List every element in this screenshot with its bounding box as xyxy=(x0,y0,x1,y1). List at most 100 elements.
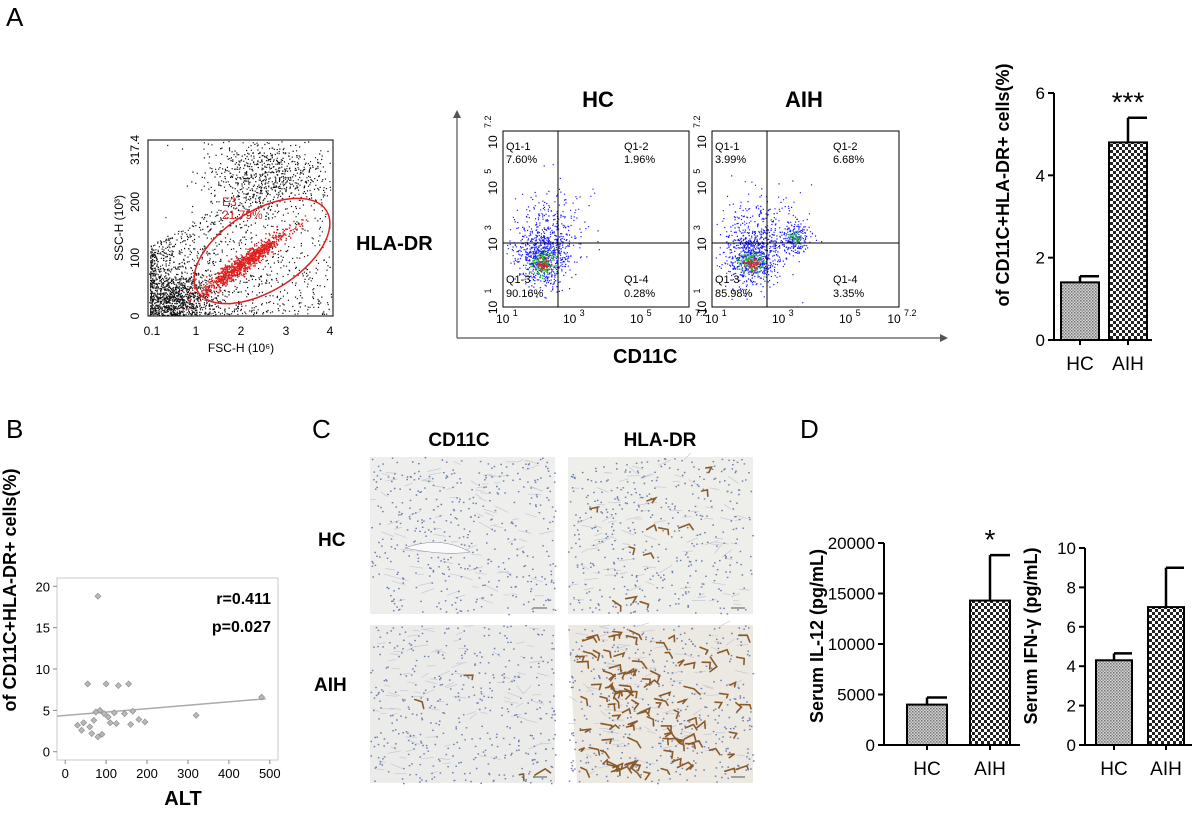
bar-chart-ifng: Serum IFN-γ (pg/mL) 0 2 4 6 8 10 HC AIH xyxy=(1021,539,1192,780)
y-tick-label: 15000 xyxy=(828,585,875,604)
q1-value: 3.99% xyxy=(715,154,746,166)
y-tick-label: 0 xyxy=(866,736,875,755)
x-tick-label: 300 xyxy=(177,766,199,781)
panel-label-a: A xyxy=(6,2,24,32)
flow-y-tick-base: 10 xyxy=(695,300,709,314)
q2-value: 6.68% xyxy=(833,154,864,166)
scatter-point xyxy=(94,733,102,741)
flow-y-tick-exp: 1 xyxy=(692,288,702,293)
vessel-lumen xyxy=(403,542,471,554)
gate-plot: E3 21.79% 0 100 200 317.4 0.1 1 2 3 4 SS… xyxy=(112,135,334,355)
flow-x-tick-exp: 5 xyxy=(647,308,652,318)
scatter-marks: 0 100 200 300 400 500 0 5 10 15 20 xyxy=(36,579,281,781)
flow-dots xyxy=(506,164,600,299)
scatter-point xyxy=(141,718,149,726)
scatter-point xyxy=(106,719,114,727)
y-tick-label: 0 xyxy=(1036,331,1045,350)
flow-plot-aih: AIH Q1-1 3.99% Q1-2 6.68% Q1-3 85.98% Q1… xyxy=(711,87,900,308)
flow-y-tick-exp: 1 xyxy=(483,288,493,293)
ihc-panel: CD11C HLA-DR HC AIH xyxy=(314,430,755,785)
flow-x-tick-exp: 7.2 xyxy=(904,308,917,318)
q4-name: Q1-4 xyxy=(624,274,648,286)
flow-y-tick-base: 10 xyxy=(695,135,709,149)
y-tick-label: 10000 xyxy=(828,635,875,654)
y-tick-label: 4 xyxy=(1067,657,1076,676)
scatter-point xyxy=(258,693,266,701)
scatter-point xyxy=(100,710,108,718)
ihc-col-header: HLA-DR xyxy=(624,430,697,451)
q4-value: 3.35% xyxy=(833,288,864,300)
ihc-positive-stain xyxy=(589,466,713,612)
x-tick-label: AIH xyxy=(1150,759,1182,780)
scatter-point xyxy=(192,711,200,719)
bar-chart-il12: Serum IL-12 (pg/mL) 0 5000 10000 15000 20000… xyxy=(807,524,1020,780)
q4-value: 0.28% xyxy=(624,288,655,300)
panel-label-b: B xyxy=(6,414,23,444)
significance-marker: * xyxy=(985,524,996,555)
y-tick-label: 4 xyxy=(1036,166,1045,185)
ihc-image-hc-cd11c xyxy=(370,457,557,616)
gate-x-tick: 1 xyxy=(193,324,200,338)
gate-red-events xyxy=(176,204,323,311)
flow-y-tick-exp: 3 xyxy=(692,225,702,230)
y-tick-label: 2 xyxy=(1036,249,1045,268)
scatter-point xyxy=(88,730,96,737)
q2-name: Q1-2 xyxy=(833,141,857,153)
ihc-cells xyxy=(568,452,754,615)
y-tick-label: 20000 xyxy=(828,534,875,553)
x-tick-label: HC xyxy=(1066,354,1093,375)
gate-name: E3 xyxy=(222,195,237,209)
flow-x-label: CD11C xyxy=(613,346,677,368)
ihc-positive-stain xyxy=(575,629,752,781)
scatter-frame xyxy=(56,577,279,761)
scatter-point xyxy=(110,709,118,717)
panel-label-d: D xyxy=(800,414,819,444)
ihc-positive-stain xyxy=(414,674,552,782)
gate-y-tick: 200 xyxy=(128,192,142,212)
panel-label-c: C xyxy=(312,414,331,444)
scatter-chart-b: of CD11C+HLA-DR+ cells(%) ALT r=0.411 p=… xyxy=(0,468,281,810)
scatter-point xyxy=(98,730,106,738)
x-tick-label: 0 xyxy=(62,766,69,781)
bar-marks: 0 5000 10000 15000 20000 HC AIH * xyxy=(828,524,1020,780)
gate-y-tick: 0 xyxy=(128,312,142,319)
gate-x-tick: 3 xyxy=(283,324,290,338)
flow-x-tick-base: 10 xyxy=(772,312,786,326)
x-tick-label: 100 xyxy=(95,766,117,781)
bar xyxy=(1095,659,1133,746)
flow-x-tick-base: 10 xyxy=(496,312,510,326)
x-tick-label: HC xyxy=(1100,759,1127,780)
trend-line xyxy=(56,698,266,717)
flow-x-tick-exp: 1 xyxy=(513,308,518,318)
flow-dots xyxy=(715,175,823,304)
flow-x-tick-exp: 5 xyxy=(856,308,861,318)
flow-y-arrowhead xyxy=(453,110,461,118)
flow-x-tick-base: 10 xyxy=(678,312,692,326)
scatter-point xyxy=(78,726,85,734)
ihc-fibers xyxy=(568,452,750,605)
gate-x-tick: 4 xyxy=(327,324,334,338)
scatter-point xyxy=(112,720,120,728)
bar-marks: 0 2 4 6 HC AIH *** xyxy=(1036,84,1152,375)
q1-value: 7.60% xyxy=(506,154,537,166)
ihc-fibers xyxy=(372,625,552,775)
x-tick-label: 200 xyxy=(136,766,158,781)
scatter-point xyxy=(129,707,137,715)
flow-x-arrowhead xyxy=(940,334,948,342)
bar xyxy=(1108,141,1148,341)
y-tick-label: 5000 xyxy=(837,686,875,705)
gate-x-tick: 2 xyxy=(238,324,245,338)
bar-chart-a: of CD11C+HLA-DR+ cells(%) 0 2 4 6 HC AIH *** xyxy=(993,63,1152,375)
gate-y-axis-label: SSC-H (10³) xyxy=(112,195,126,261)
gate-x-tick: 0.1 xyxy=(144,324,161,338)
flow-y-tick-base: 10 xyxy=(695,237,709,251)
flow-y-tick-base: 10 xyxy=(486,300,500,314)
ihc-nuclei xyxy=(568,458,754,615)
scatter-point xyxy=(114,682,122,689)
ihc-image-bg xyxy=(568,457,753,614)
scatter-point xyxy=(104,713,112,721)
gate-black-events xyxy=(149,141,333,317)
q3-name: Q1-3 xyxy=(715,274,739,286)
